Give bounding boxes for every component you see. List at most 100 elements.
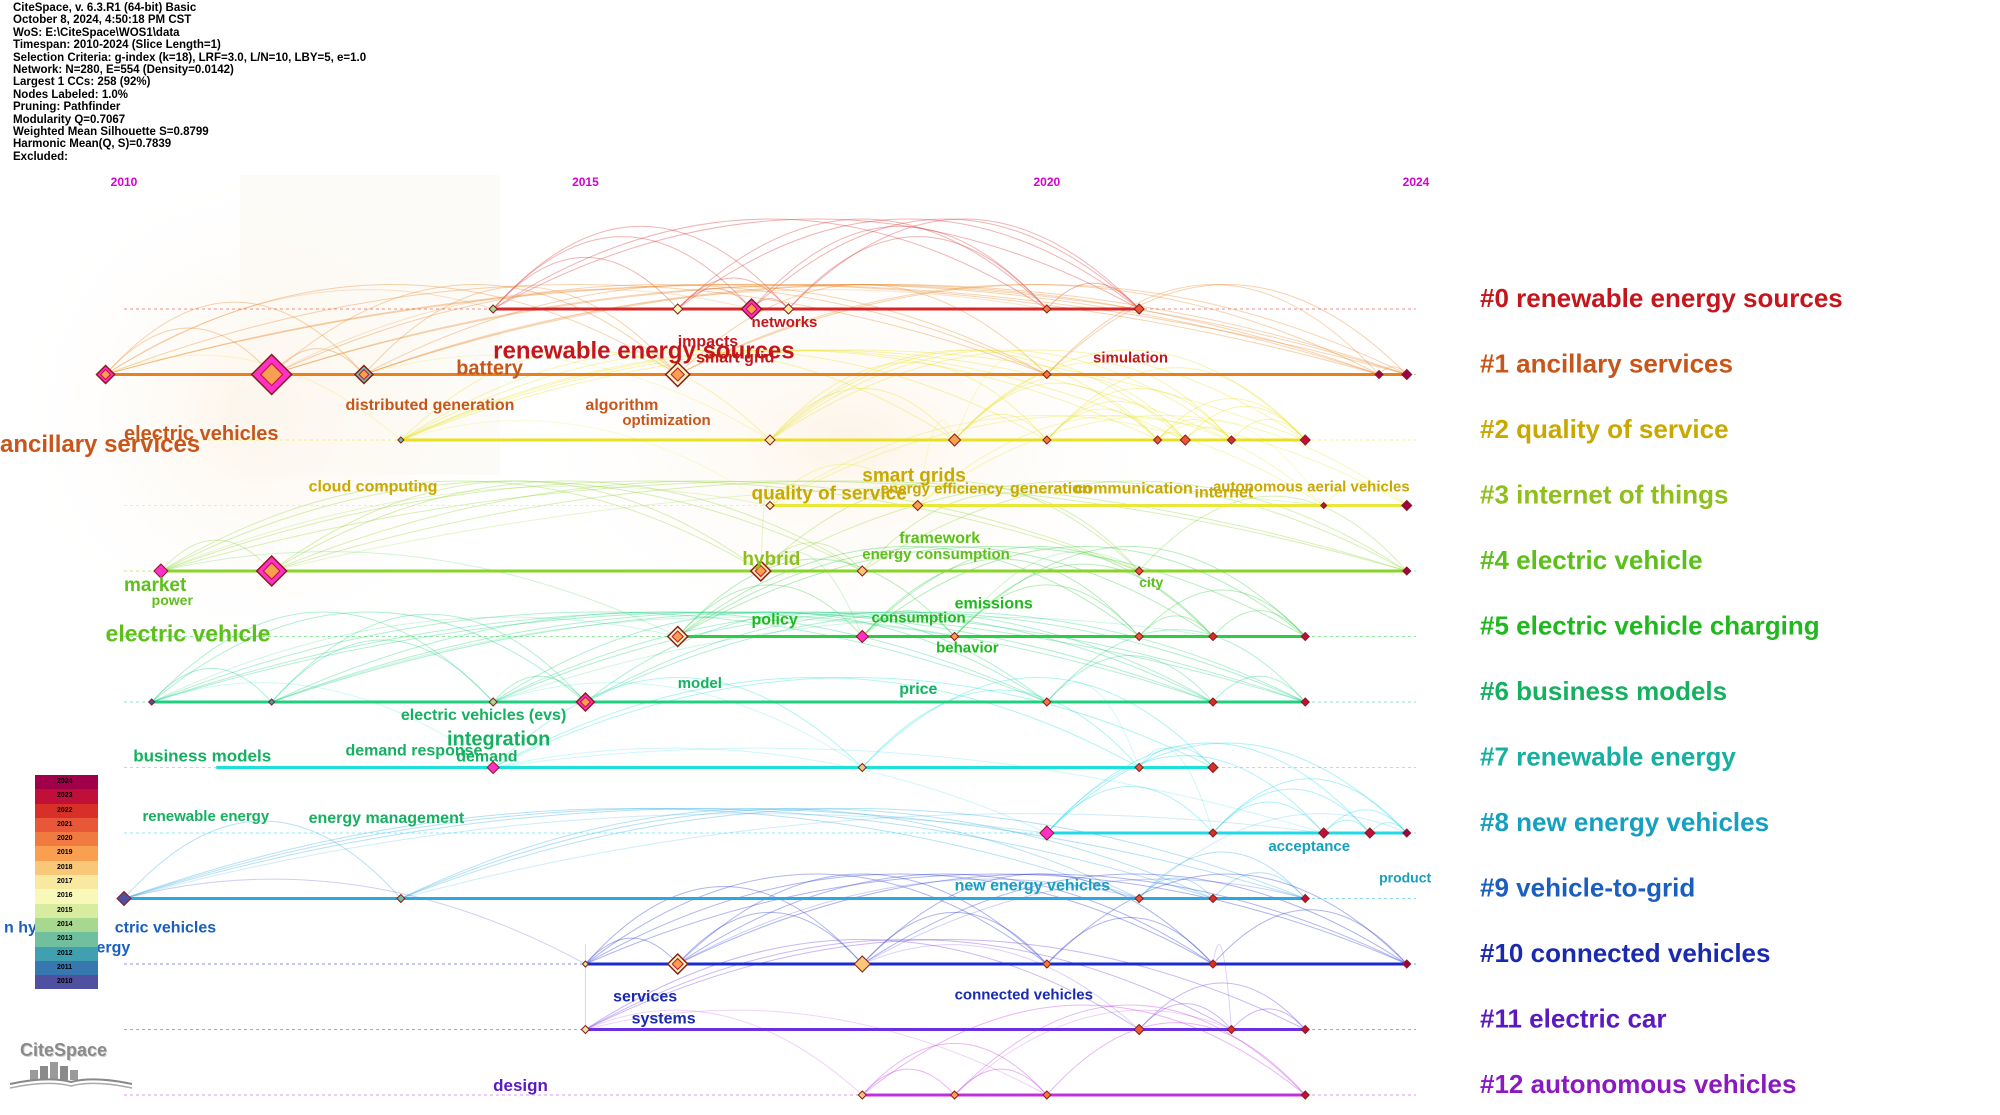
keyword-label[interactable]: emissions [955,596,1033,613]
keyword-label[interactable]: integration [447,729,550,751]
keyword-node[interactable] [396,893,406,904]
keyword-label[interactable]: autonomous aerial vehicles [1213,479,1410,496]
keyword-label[interactable]: simulation [1093,350,1168,367]
keyword-node[interactable] [1401,368,1413,381]
keyword-label[interactable]: ancillary services [0,431,200,458]
keyword-node[interactable] [856,565,868,577]
keyword-node[interactable] [765,500,775,511]
cluster-label[interactable]: #7 renewable energy [1480,742,1736,772]
keyword-node[interactable] [1402,828,1412,838]
keyword-label[interactable]: consumption [872,610,966,627]
cluster-label[interactable]: #1 ancillary services [1480,349,1733,379]
keyword-label[interactable]: cloud computing [309,479,438,496]
keyword-label[interactable]: energy efficiency [881,481,1004,498]
cluster-label[interactable]: #4 electric vehicle [1480,545,1703,575]
keyword-node[interactable] [857,762,867,773]
keyword-label[interactable]: distributed generation [345,397,514,414]
cluster-label[interactable]: #2 quality of service [1480,414,1729,444]
keyword-node[interactable] [488,697,498,707]
keyword-node[interactable] [1134,631,1144,642]
keyword-node[interactable] [1300,1090,1310,1100]
keyword-node[interactable] [581,960,590,968]
keyword-node[interactable] [1299,434,1311,446]
keyword-node[interactable] [1042,369,1052,380]
keyword-label[interactable]: behavior [936,640,999,657]
keyword-label[interactable]: product [1379,870,1431,886]
keyword-label[interactable]: power [152,592,194,608]
keyword-node[interactable] [1207,761,1219,774]
keyword-node[interactable] [1208,828,1218,838]
keyword-node[interactable] [1402,959,1412,969]
keyword-node[interactable] [855,629,869,644]
cluster-label[interactable]: #11 electric car [1480,1004,1667,1034]
keyword-label[interactable]: hybrid [742,549,800,570]
keyword-node[interactable] [911,499,924,512]
keyword-node[interactable] [782,303,795,315]
keyword-node[interactable] [147,698,156,706]
keyword-label[interactable]: systems [632,1011,696,1028]
keyword-node[interactable] [1042,697,1052,707]
keyword-node[interactable] [397,436,405,444]
keyword-node[interactable] [1133,1023,1145,1036]
keyword-label[interactable]: policy [752,612,798,629]
keyword-label[interactable]: energy management [309,810,465,827]
keyword-node[interactable] [1300,697,1310,707]
cluster-label[interactable]: #8 new energy vehicles [1480,807,1769,837]
keyword-node[interactable] [153,563,169,579]
keyword-node[interactable] [1208,893,1218,904]
keyword-label[interactable]: internet [1195,485,1254,502]
keyword-label[interactable]: market [124,575,187,596]
keyword-node[interactable] [1208,631,1218,642]
keyword-label[interactable]: demand response [345,743,482,760]
keyword-label[interactable]: battery [456,358,524,380]
keyword-label[interactable]: connected vehicles [955,987,1093,1004]
keyword-node[interactable] [1226,1024,1237,1035]
keyword-label[interactable]: price [899,681,937,698]
keyword-node[interactable] [1042,959,1052,969]
keyword-label[interactable]: new energy vehicles [955,878,1111,895]
keyword-node[interactable] [1134,762,1144,773]
keyword-node[interactable] [1300,1024,1310,1035]
keyword-label[interactable]: optimization [622,412,710,429]
keyword-node[interactable] [947,433,962,447]
keyword-node[interactable] [857,1090,867,1100]
keyword-node[interactable] [1042,435,1052,445]
cluster-label[interactable]: #5 electric vehicle charging [1480,611,1820,641]
cluster-label[interactable]: #10 connected vehicles [1480,938,1770,968]
keyword-label[interactable]: ctric vehicles [115,920,216,937]
keyword-node[interactable] [1134,566,1144,576]
keyword-label[interactable]: electric vehicle [106,621,271,647]
keyword-label[interactable]: quality of service [752,484,907,505]
keyword-label[interactable]: electric vehicles (evs) [401,707,566,724]
keyword-node[interactable] [116,890,132,907]
keyword-node[interactable] [267,698,276,706]
keyword-label[interactable]: communication [1075,481,1193,498]
keyword-label[interactable]: renewable energy sources [493,338,794,365]
keyword-node[interactable] [1402,566,1412,576]
keyword-label[interactable]: services [613,989,677,1006]
keyword-label[interactable]: design [493,1076,548,1095]
cluster-label[interactable]: #12 autonomous vehicles [1480,1069,1796,1099]
keyword-node[interactable] [1133,303,1145,315]
keyword-node[interactable] [1208,697,1218,707]
keyword-node[interactable] [1318,827,1330,839]
keyword-node[interactable] [853,955,871,973]
keyword-node[interactable] [1364,827,1376,839]
keyword-node[interactable] [949,1090,960,1100]
cluster-label[interactable]: #9 vehicle-to-grid [1480,873,1695,903]
keyword-node[interactable] [580,1024,591,1035]
keyword-label[interactable]: smart grids [862,466,965,487]
keyword-label[interactable]: n hy [4,920,37,937]
keyword-label[interactable]: city [1139,574,1163,590]
keyword-label[interactable]: electric vehicles [124,423,279,445]
keyword-label[interactable]: renewable energy [142,808,269,825]
keyword-node[interactable] [1042,1090,1052,1100]
keyword-label[interactable]: generation [1010,481,1092,498]
keyword-node[interactable] [1300,631,1310,642]
keyword-node[interactable] [1320,501,1328,510]
keyword-label[interactable]: energy consumption [862,546,1010,563]
keyword-node[interactable] [1134,893,1144,904]
keyword-label[interactable]: impacts [678,334,739,351]
cluster-label[interactable]: #3 internet of things [1480,480,1728,510]
keyword-node[interactable] [1208,959,1218,969]
